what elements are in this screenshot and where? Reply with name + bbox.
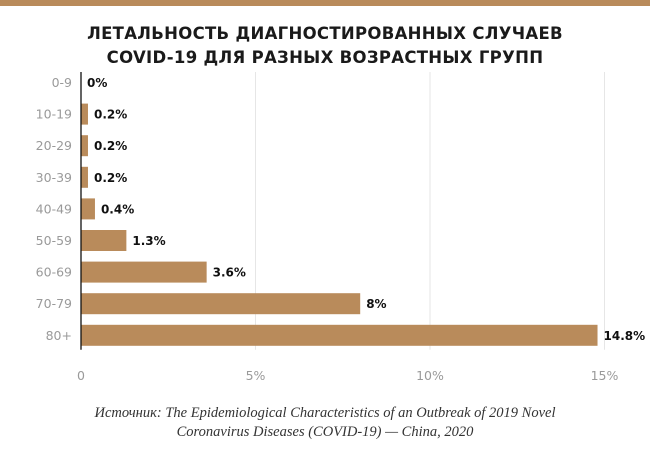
bar-chart: 0-9 0% 10-19 0.2% 20-29 0.2% 30-39 0.2% 40-49 0.4… (36, 72, 646, 383)
x-tick-label-2: 10% (416, 368, 444, 383)
value-label-1: 0.2% (94, 108, 127, 122)
category-label-2: 20-29 (36, 138, 72, 153)
bar-5 (81, 230, 127, 251)
category-label-5: 50-59 (36, 233, 72, 248)
chart-title-line-1: ЛЕТАЛЬНОСТЬ ДИАГНОСТИРОВАННЫХ СЛУЧАЕВ (87, 24, 563, 43)
x-tick-label-0: 0 (77, 368, 85, 383)
category-label-3: 30-39 (36, 170, 72, 185)
value-label-2: 0.2% (94, 139, 127, 153)
value-label-5: 1.3% (132, 234, 165, 248)
bar-8 (81, 324, 598, 346)
category-label-4: 40-49 (36, 201, 72, 216)
category-label-6: 60-69 (36, 265, 72, 280)
x-tick-label-1: 5% (246, 368, 266, 383)
category-label-0: 0-9 (52, 75, 72, 90)
value-label-8: 14.8% (604, 329, 646, 343)
category-label-7: 70-79 (36, 296, 72, 311)
source-line-2: Coronavirus Diseases (COVID-19) — China,… (176, 424, 474, 440)
bar-1 (81, 103, 88, 125)
value-label-7: 8% (366, 297, 386, 311)
value-label-0: 0% (87, 76, 107, 90)
chart-title-line-2: COVID-19 ДЛЯ РАЗНЫХ ВОЗРАСТНЫХ ГРУПП (106, 48, 544, 67)
value-label-3: 0.2% (94, 171, 127, 185)
top-accent-bar (0, 0, 650, 6)
bar-2 (81, 135, 88, 157)
bar-6 (81, 261, 207, 283)
x-tick-label-3: 15% (591, 368, 619, 383)
source-note: Источник: The Epidemiological Characteri… (0, 404, 650, 442)
value-label-4: 0.4% (101, 202, 134, 216)
chart-title: ЛЕТАЛЬНОСТЬ ДИАГНОСТИРОВАННЫХ СЛУЧАЕВ CO… (0, 22, 650, 70)
bar-7 (81, 293, 361, 315)
source-line-1: Источник: The Epidemiological Characteri… (94, 405, 556, 421)
value-label-6: 3.6% (213, 266, 246, 280)
bar-3 (81, 166, 88, 188)
category-label-1: 10-19 (36, 107, 72, 122)
bar-4 (81, 198, 95, 220)
category-label-8: 80+ (46, 328, 72, 343)
